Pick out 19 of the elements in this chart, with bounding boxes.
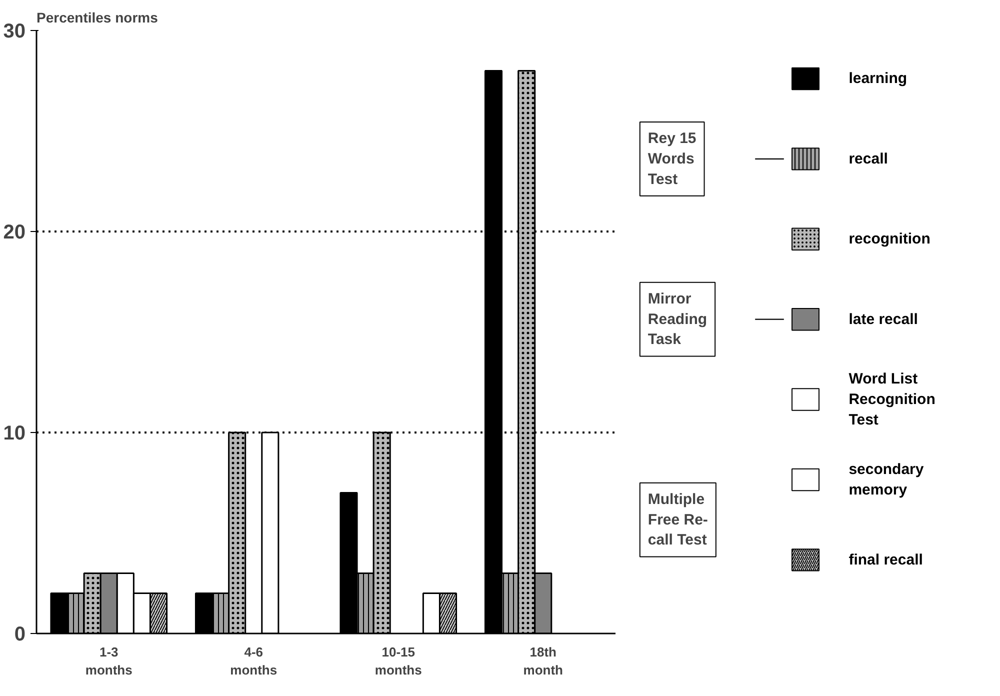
x-tick-label: 1-3 months [85, 644, 132, 678]
legend-label: learning [848, 70, 908, 88]
y-tick-label: 0 [14, 624, 26, 646]
legend-label: recall [848, 150, 888, 168]
y-tick-label: 20 [3, 222, 26, 244]
legend-label: recognition [848, 230, 930, 248]
x-tick-label: 10-15 months [374, 644, 422, 678]
legend-label: final recall [848, 551, 923, 568]
y-tick-label: 30 [3, 20, 26, 42]
legend-label: late recall [848, 310, 918, 328]
text: Multiple Free Re- call Test [648, 490, 708, 549]
y-tick-label: 10 [3, 422, 26, 444]
legend-label: Word List Recognition Test [848, 370, 936, 428]
text: Rey 15 Words Test [648, 130, 696, 188]
x-tick-label: 4-6 months [230, 644, 278, 678]
x-tick-label: 18th month [523, 644, 564, 678]
text: Mirror Reading Task [648, 290, 708, 348]
legend-label: secondary memory [848, 461, 924, 498]
y-axis-title: Percentiles norms [36, 10, 158, 26]
